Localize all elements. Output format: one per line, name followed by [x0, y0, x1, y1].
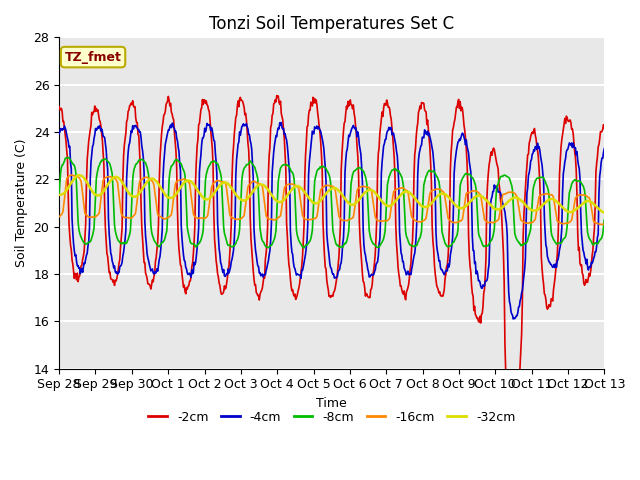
-8cm [300, 245, 308, 251]
-16cm [122, 215, 130, 220]
Y-axis label: Soil Temperature (C): Soil Temperature (C) [15, 139, 28, 267]
-32cm [55, 192, 63, 198]
-8cm [177, 161, 185, 167]
-32cm [65, 183, 73, 189]
-4cm [55, 131, 63, 137]
Line: -2cm: -2cm [59, 96, 604, 431]
-16cm [600, 221, 608, 227]
-16cm [206, 196, 214, 202]
-16cm [415, 219, 422, 225]
-4cm [177, 168, 184, 173]
-8cm [600, 217, 608, 223]
-32cm [122, 186, 130, 192]
-16cm [55, 214, 63, 219]
Line: -32cm: -32cm [59, 175, 604, 213]
-2cm [65, 221, 73, 227]
-32cm [177, 183, 185, 189]
-8cm [65, 155, 72, 160]
-16cm [399, 185, 406, 191]
X-axis label: Time: Time [316, 397, 347, 410]
-16cm [65, 173, 73, 179]
-2cm [600, 125, 608, 131]
Title: Tonzi Soil Temperatures Set C: Tonzi Soil Temperatures Set C [209, 15, 454, 33]
-8cm [415, 236, 423, 241]
-32cm [600, 210, 608, 216]
-4cm [600, 146, 608, 152]
-2cm [415, 109, 422, 115]
-2cm [509, 428, 516, 433]
Text: TZ_fmet: TZ_fmet [65, 50, 122, 63]
-16cm [68, 172, 76, 178]
Line: -16cm: -16cm [59, 175, 604, 225]
-2cm [273, 93, 280, 98]
-8cm [55, 190, 63, 196]
Line: -4cm: -4cm [59, 122, 604, 319]
-8cm [399, 183, 407, 189]
-16cm [597, 222, 605, 228]
-4cm [509, 316, 517, 322]
-4cm [121, 236, 129, 242]
-32cm [206, 195, 214, 201]
-4cm [65, 144, 73, 150]
-2cm [121, 136, 129, 142]
Line: -8cm: -8cm [59, 157, 604, 248]
-32cm [399, 190, 406, 196]
-8cm [122, 240, 130, 246]
-2cm [205, 108, 213, 114]
-32cm [75, 172, 83, 178]
-2cm [177, 262, 184, 268]
-8cm [206, 162, 214, 168]
-4cm [205, 122, 213, 128]
-2cm [55, 104, 63, 109]
-4cm [415, 157, 422, 163]
-4cm [399, 259, 406, 264]
-16cm [177, 177, 185, 183]
-4cm [278, 120, 285, 125]
-8cm [66, 156, 74, 162]
Legend: -2cm, -4cm, -8cm, -16cm, -32cm: -2cm, -4cm, -8cm, -16cm, -32cm [143, 406, 520, 429]
-32cm [415, 200, 422, 205]
-2cm [399, 290, 406, 296]
